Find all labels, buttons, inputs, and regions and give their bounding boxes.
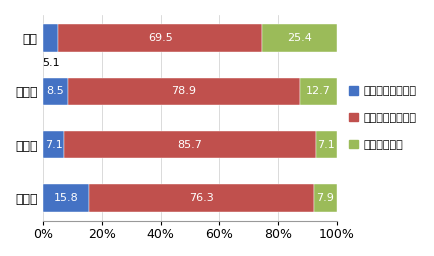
Text: 7.1: 7.1 — [45, 140, 62, 150]
Legend: 詳細を知っている, 聞いたことがある, 知らなかった: 詳細を知っている, 聞いたことがある, 知らなかった — [345, 83, 419, 153]
Bar — [58, 24, 262, 52]
Text: 76.3: 76.3 — [189, 193, 214, 203]
Text: 78.9: 78.9 — [171, 87, 196, 97]
Bar — [43, 78, 68, 105]
Bar — [313, 184, 336, 212]
Text: 8.5: 8.5 — [46, 87, 64, 97]
Bar — [68, 78, 299, 105]
Bar — [299, 78, 336, 105]
Text: 7.9: 7.9 — [316, 193, 333, 203]
Text: 25.4: 25.4 — [286, 33, 311, 43]
Text: 69.5: 69.5 — [148, 33, 172, 43]
Bar — [43, 184, 89, 212]
Bar — [43, 24, 58, 52]
Text: 7.1: 7.1 — [317, 140, 334, 150]
Bar — [43, 131, 64, 158]
Bar — [64, 131, 315, 158]
Text: 5.1: 5.1 — [42, 58, 59, 68]
Text: 15.8: 15.8 — [54, 193, 79, 203]
Text: 12.7: 12.7 — [306, 87, 330, 97]
Text: 85.7: 85.7 — [177, 140, 202, 150]
Bar — [89, 184, 313, 212]
Bar — [262, 24, 336, 52]
Bar — [315, 131, 336, 158]
